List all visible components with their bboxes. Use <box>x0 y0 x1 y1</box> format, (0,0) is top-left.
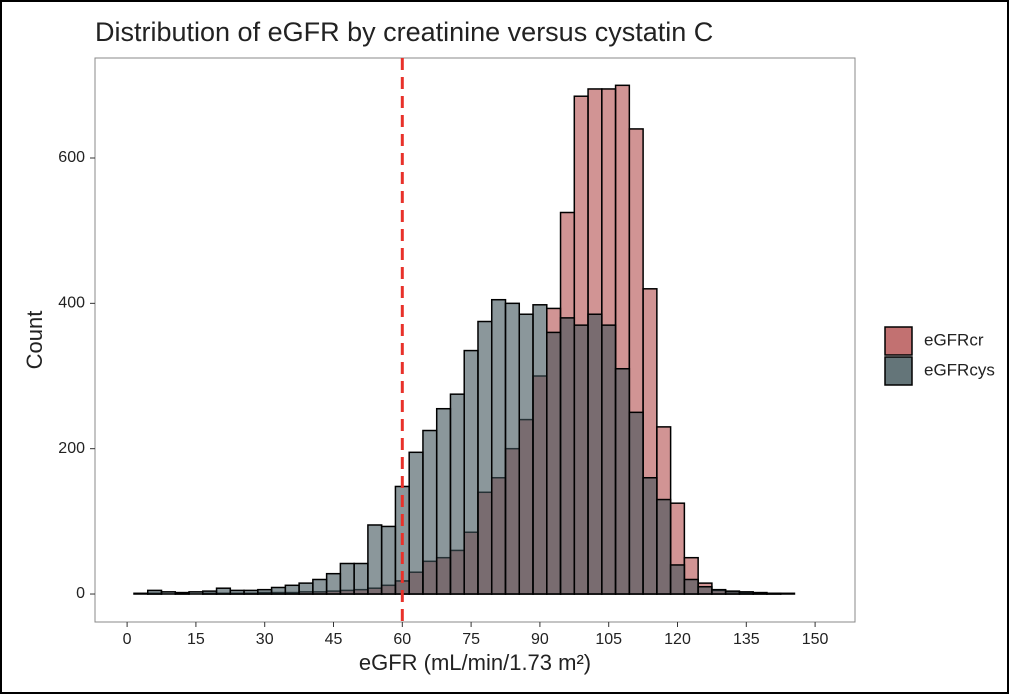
legend-label: eGFRcys <box>924 360 995 379</box>
x-tick-label: 75 <box>462 631 480 648</box>
y-tick-label: 600 <box>58 149 85 166</box>
legend-label: eGFRcr <box>924 330 984 349</box>
histogram-bar <box>766 592 782 595</box>
histogram-bar <box>490 298 507 595</box>
histogram-bar <box>160 591 177 595</box>
histogram-bar <box>408 451 424 595</box>
histogram-bar <box>133 592 149 595</box>
histogram-bar <box>215 587 232 595</box>
histogram-bar <box>174 591 190 595</box>
histogram-bar <box>353 562 369 595</box>
y-tick-label: 0 <box>76 585 85 602</box>
histogram-bar <box>724 590 741 595</box>
chart-title: Distribution of eGFR by creatinine versu… <box>95 17 713 47</box>
histogram-bar <box>587 313 603 595</box>
histogram-bar <box>656 498 672 595</box>
histogram-bar <box>669 564 686 595</box>
histogram-bar <box>435 407 452 595</box>
x-tick-label: 15 <box>187 631 205 648</box>
histogram-bar <box>257 588 273 595</box>
x-tick-label: 120 <box>664 631 691 648</box>
histogram-bar <box>463 349 479 595</box>
histogram-bar <box>697 586 713 595</box>
histogram-bar <box>628 411 644 595</box>
histogram-bar <box>325 572 342 595</box>
histogram-bar <box>229 589 245 595</box>
histogram-bar <box>546 331 562 595</box>
y-tick-label: 200 <box>58 440 85 457</box>
histogram-bar <box>202 590 218 595</box>
histogram-bar <box>367 524 383 595</box>
histogram-bar <box>380 525 397 595</box>
legend-swatch <box>884 326 913 356</box>
x-tick-label: 105 <box>595 631 622 648</box>
histogram-bar <box>779 592 796 595</box>
histogram-bar <box>738 591 754 595</box>
histogram-bar <box>146 589 163 595</box>
histogram-bar <box>243 589 259 595</box>
x-tick-label: 150 <box>802 631 829 648</box>
x-axis-label: eGFR (mL/min/1.73 m²) <box>359 650 591 675</box>
x-tick-label: 45 <box>325 631 343 648</box>
histogram-bar <box>504 302 521 595</box>
x-tick-label: 30 <box>256 631 274 648</box>
histogram-bar <box>270 586 287 595</box>
histogram-bar <box>188 591 204 595</box>
x-tick-label: 0 <box>123 631 132 648</box>
histogram-bar <box>614 367 631 595</box>
histogram-bar <box>573 324 589 595</box>
y-axis-label: Count <box>22 311 47 370</box>
histogram-bar <box>449 393 465 595</box>
x-tick-label: 90 <box>531 631 549 648</box>
histogram-bar <box>477 320 493 595</box>
histogram-bar <box>559 317 576 595</box>
histogram-bar <box>284 584 300 595</box>
legend-swatch <box>884 356 913 386</box>
histogram-bar <box>518 313 534 595</box>
histogram-bar <box>312 578 328 595</box>
histogram-bar <box>642 476 658 595</box>
histogram-bar <box>601 324 617 595</box>
histogram-bar <box>752 591 768 595</box>
histogram-bar <box>683 578 699 595</box>
x-tick-label: 60 <box>393 631 411 648</box>
histogram-bar <box>422 429 438 595</box>
histogram-bar <box>339 562 355 595</box>
histogram-bar <box>298 582 314 595</box>
histogram-bar <box>711 588 727 595</box>
y-tick-label: 400 <box>58 295 85 312</box>
histogram-bar <box>532 304 548 595</box>
x-tick-label: 135 <box>733 631 760 648</box>
